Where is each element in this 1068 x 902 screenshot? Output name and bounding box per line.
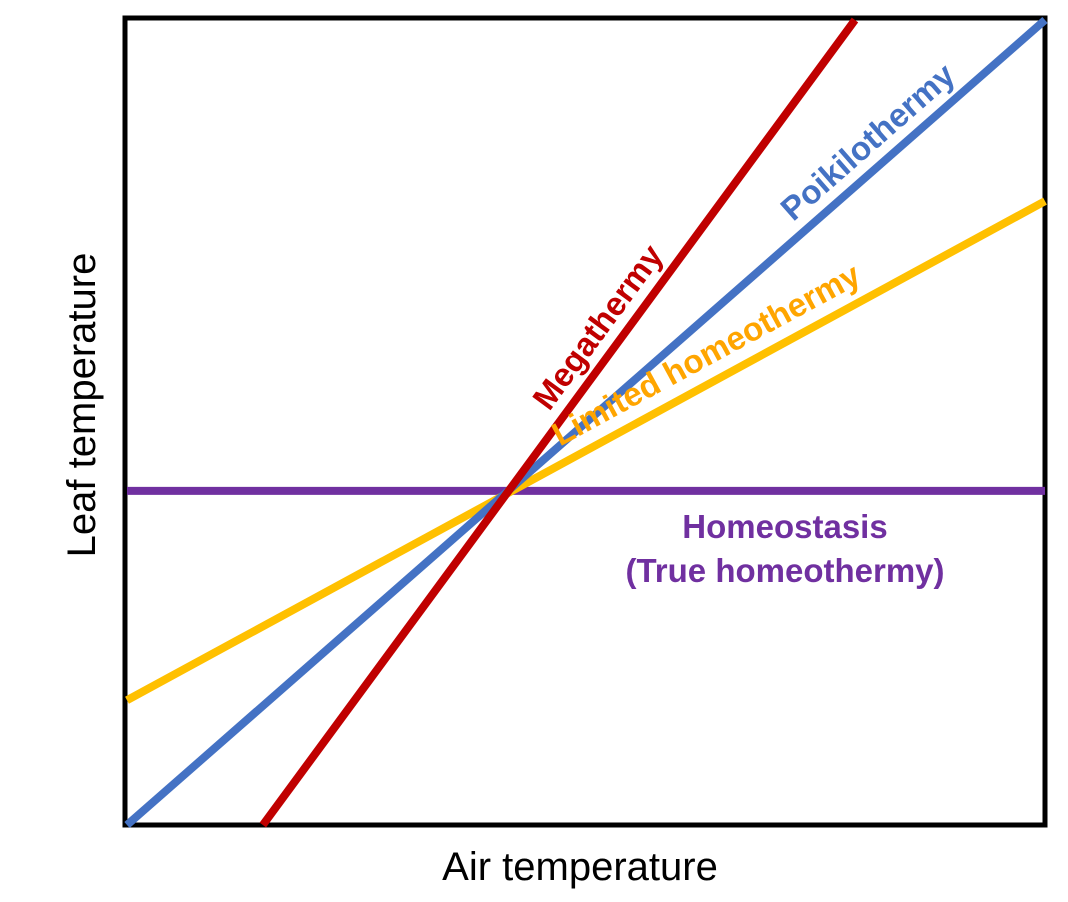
y-axis-label: Leaf temperature — [60, 253, 104, 558]
series-line-limited-homeothermy — [125, 197, 1047, 704]
series-lines — [124, 16, 1048, 829]
x-axis-label: Air temperature — [442, 845, 718, 889]
series-line-poikilothermy — [124, 16, 1048, 829]
series-label-true-homeothermy: (True homeothermy) — [625, 552, 944, 589]
series-label-homeostasis: Homeostasis — [682, 508, 887, 545]
series-line-megathermy — [259, 17, 859, 828]
